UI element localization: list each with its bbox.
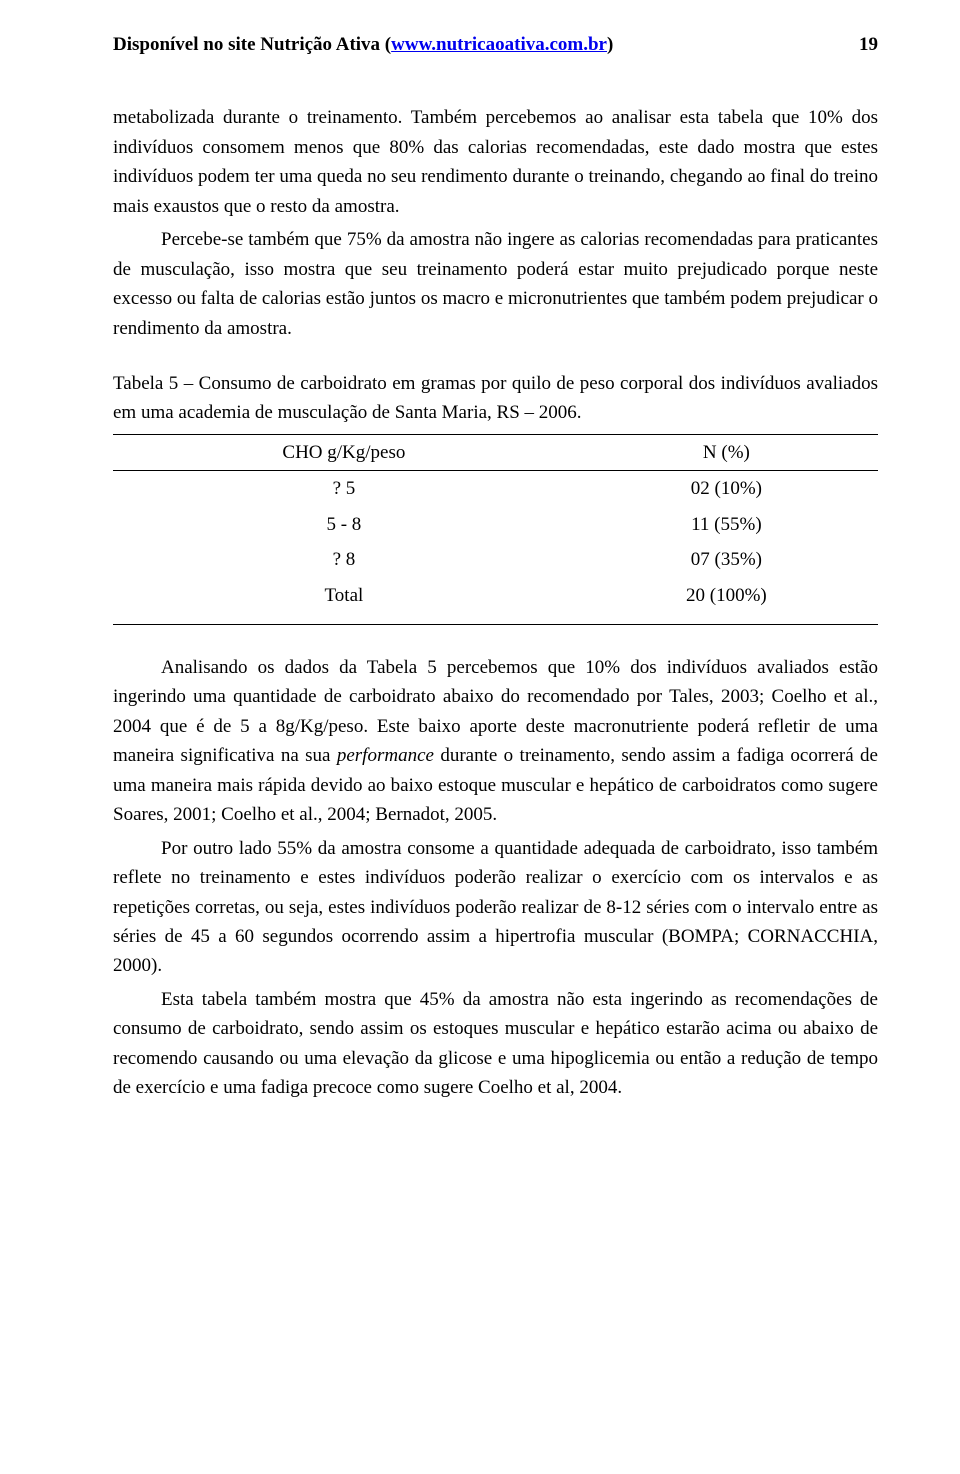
table-cell: 11 (55%): [575, 507, 878, 542]
data-table: CHO g/Kg/peso N (%) ? 5 02 (10%) 5 - 8 1…: [113, 434, 878, 625]
table-cell: ? 5: [113, 471, 575, 507]
table-header-row: CHO g/Kg/peso N (%): [113, 434, 878, 470]
site-link[interactable]: www.nutricaoativa.com.br: [391, 34, 607, 55]
paragraph-4: Por outro lado 55% da amostra consome a …: [113, 834, 878, 981]
table-header-cell: CHO g/Kg/peso: [113, 434, 575, 470]
site-prefix: Disponível no site Nutrição Ativa (: [113, 34, 391, 55]
table-cell: ? 8: [113, 542, 575, 577]
table-header-cell: N (%): [575, 434, 878, 470]
table-cell: 20 (100%): [575, 578, 878, 625]
site-reference: Disponível no site Nutrição Ativa (www.n…: [113, 30, 613, 59]
table-cell: 5 - 8: [113, 507, 575, 542]
paragraph-5: Esta tabela também mostra que 45% da amo…: [113, 985, 878, 1103]
table-row: ? 8 07 (35%): [113, 542, 878, 577]
page-header: Disponível no site Nutrição Ativa (www.n…: [113, 30, 878, 59]
table-cell: 02 (10%): [575, 471, 878, 507]
paragraph-3: Analisando os dados da Tabela 5 percebem…: [113, 653, 878, 830]
table-row: ? 5 02 (10%): [113, 471, 878, 507]
table-row: Total 20 (100%): [113, 578, 878, 625]
document-page: Disponível no site Nutrição Ativa (www.n…: [0, 0, 960, 1147]
table-caption: Tabela 5 – Consumo de carboidrato em gra…: [113, 369, 878, 428]
table-cell: 07 (35%): [575, 542, 878, 577]
table-row: 5 - 8 11 (55%): [113, 507, 878, 542]
site-suffix: ): [607, 34, 613, 55]
page-number: 19: [859, 30, 878, 59]
table-cell: Total: [113, 578, 575, 625]
paragraph-1: metabolizada durante o treinamento. Tamb…: [113, 103, 878, 221]
italic-text: performance: [337, 745, 434, 766]
paragraph-2: Percebe-se também que 75% da amostra não…: [113, 225, 878, 343]
